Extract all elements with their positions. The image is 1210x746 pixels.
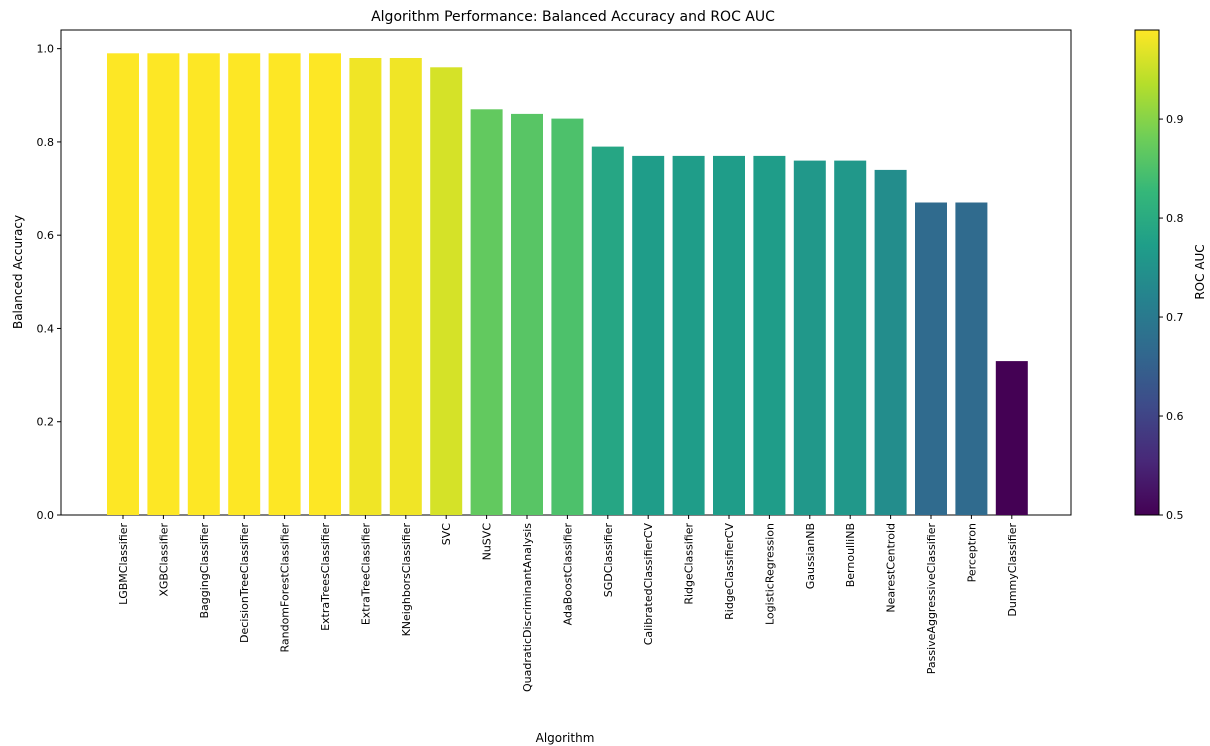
x-tick-label: AdaBoostClassifier (561, 523, 574, 626)
x-tick-label: PassiveAggressiveClassifier (925, 523, 938, 675)
y-tick-label: 0.6 (37, 229, 55, 242)
bar (187, 53, 220, 516)
x-tick-label: ExtraTreeClassifier (359, 523, 372, 626)
bar (672, 155, 705, 515)
y-tick-label: 0.8 (37, 136, 55, 149)
bar (915, 202, 947, 515)
plot-area: 0.0 0.2 0.4 0.6 0.8 1.0 LGBMClassifier XGBClas… (37, 29, 1072, 692)
x-axis-label: Algorithm (536, 731, 595, 745)
x-tick-label: BaggingClassifier (198, 523, 211, 619)
x-axis: LGBMClassifier XGBClassifier BaggingClassi… (117, 515, 1019, 692)
x-tick-label: SVC (440, 523, 453, 546)
colorbar-ticks: 0.5 0.6 0.7 0.8 0.9 (1159, 113, 1184, 522)
bar (793, 160, 826, 515)
x-tick-label: DummyClassifier (1006, 523, 1019, 617)
x-tick-label: LGBMClassifier (117, 523, 130, 605)
bar (470, 109, 503, 516)
bar (955, 202, 988, 515)
colorbar-tick-label: 0.7 (1166, 311, 1184, 324)
x-tick-label: CalibratedClassifierCV (642, 523, 655, 646)
colorbar-tick-label: 0.9 (1166, 113, 1184, 126)
colorbar-gradient (1134, 29, 1160, 516)
colorbar-tick-label: 0.5 (1166, 509, 1184, 522)
bar (591, 146, 624, 515)
bar-group (107, 53, 1028, 516)
colorbar-tick-label: 0.6 (1166, 410, 1184, 423)
bar (632, 155, 665, 515)
x-tick-label: Perceptron (965, 523, 978, 582)
bar (713, 155, 745, 515)
bar (834, 160, 867, 515)
y-tick-label: 1.0 (37, 43, 55, 56)
y-axis: 0.0 0.2 0.4 0.6 0.8 1.0 (37, 43, 61, 522)
bar (511, 113, 543, 516)
bar (349, 58, 382, 515)
bar (107, 53, 139, 516)
bar (147, 53, 180, 516)
bar (268, 53, 301, 516)
x-tick-label: KNeighborsClassifier (400, 523, 413, 637)
x-tick-label: QuadraticDiscriminantAnalysis (521, 523, 534, 692)
bar (551, 118, 584, 515)
x-tick-label: XGBClassifier (157, 523, 170, 597)
bar (228, 53, 261, 516)
x-tick-label: RandomForestClassifier (279, 523, 292, 653)
x-tick-label: RidgeClassifier (683, 523, 696, 605)
bar (309, 53, 341, 516)
colorbar-tick-label: 0.8 (1166, 212, 1184, 225)
bar (753, 155, 786, 515)
x-tick-label: ExtraTreesClassifier (319, 523, 332, 631)
bar (430, 67, 463, 516)
x-tick-label: DecisionTreeClassifier (238, 523, 251, 643)
bar (874, 169, 907, 515)
x-tick-label: NearestCentroid (885, 523, 898, 613)
chart-title: Algorithm Performance: Balanced Accuracy… (371, 9, 775, 25)
y-tick-label: 0.0 (37, 509, 55, 522)
y-tick-label: 0.2 (37, 416, 55, 429)
x-tick-label: NuSVC (481, 523, 494, 561)
y-tick-label: 0.4 (37, 322, 55, 335)
x-tick-label: SGDClassifier (602, 523, 615, 598)
y-axis-label: Balanced Accuracy (11, 215, 25, 329)
colorbar: 0.5 0.6 0.7 0.8 0.9 ROC AUC (1134, 29, 1207, 522)
x-tick-label: RidgeClassifierCV (723, 523, 736, 620)
x-tick-label: GaussianNB (804, 523, 817, 589)
x-tick-label: BernoulliNB (844, 523, 857, 587)
bar (389, 58, 422, 515)
x-tick-label: LogisticRegression (763, 523, 776, 625)
colorbar-label: ROC AUC (1193, 244, 1207, 299)
bar (995, 361, 1028, 515)
